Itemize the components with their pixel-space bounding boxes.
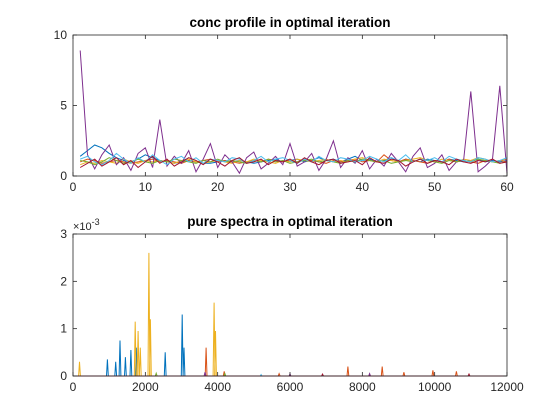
conc-x-tick-label: 10 [139, 180, 153, 194]
conc-x-tick-label: 40 [356, 180, 370, 194]
spectra-y-exponent-power: -3 [92, 217, 100, 227]
spectra-y-tick-label: 0 [60, 369, 67, 383]
spectra-x-tick-label: 8000 [349, 380, 376, 394]
pure-spectra-axes: pure spectra in optimal iteration 0 2000 4… [60, 214, 524, 394]
spectra-x-tick-label: 6000 [277, 380, 304, 394]
spectra-x-tick-label: 4000 [204, 380, 231, 394]
conc-x-tick-label: 30 [283, 180, 297, 194]
conc-x-tick-label: 20 [211, 180, 225, 194]
conc-x-tick-label: 50 [428, 180, 442, 194]
conc-x-tick-label: 60 [500, 180, 514, 194]
pure-spectra-title: pure spectra in optimal iteration [187, 214, 393, 229]
conc-y-tick-label: 5 [60, 99, 67, 113]
spectra-x-tick-label: 12000 [490, 380, 524, 394]
spectra-y-tick-label: 2 [60, 274, 67, 288]
conc-x-tick-label: 0 [70, 180, 77, 194]
conc-y-tick-label: 0 [60, 169, 67, 183]
conc-y-tick-label: 10 [54, 28, 68, 42]
spectra-y-tick-label: 1 [60, 322, 67, 336]
spectra-y-exponent-base: ×10 [73, 221, 92, 233]
conc-profile-title: conc profile in optimal iteration [189, 15, 390, 30]
conc-profile-axes: conc profile in optimal iteration 0 10 20 3… [54, 15, 514, 194]
spectra-x-tick-label: 2000 [132, 380, 159, 394]
spectra-y-tick-label: 3 [60, 227, 67, 241]
spectra-x-tick-label: 10000 [418, 380, 452, 394]
spectra-x-tick-label: 0 [70, 380, 77, 394]
